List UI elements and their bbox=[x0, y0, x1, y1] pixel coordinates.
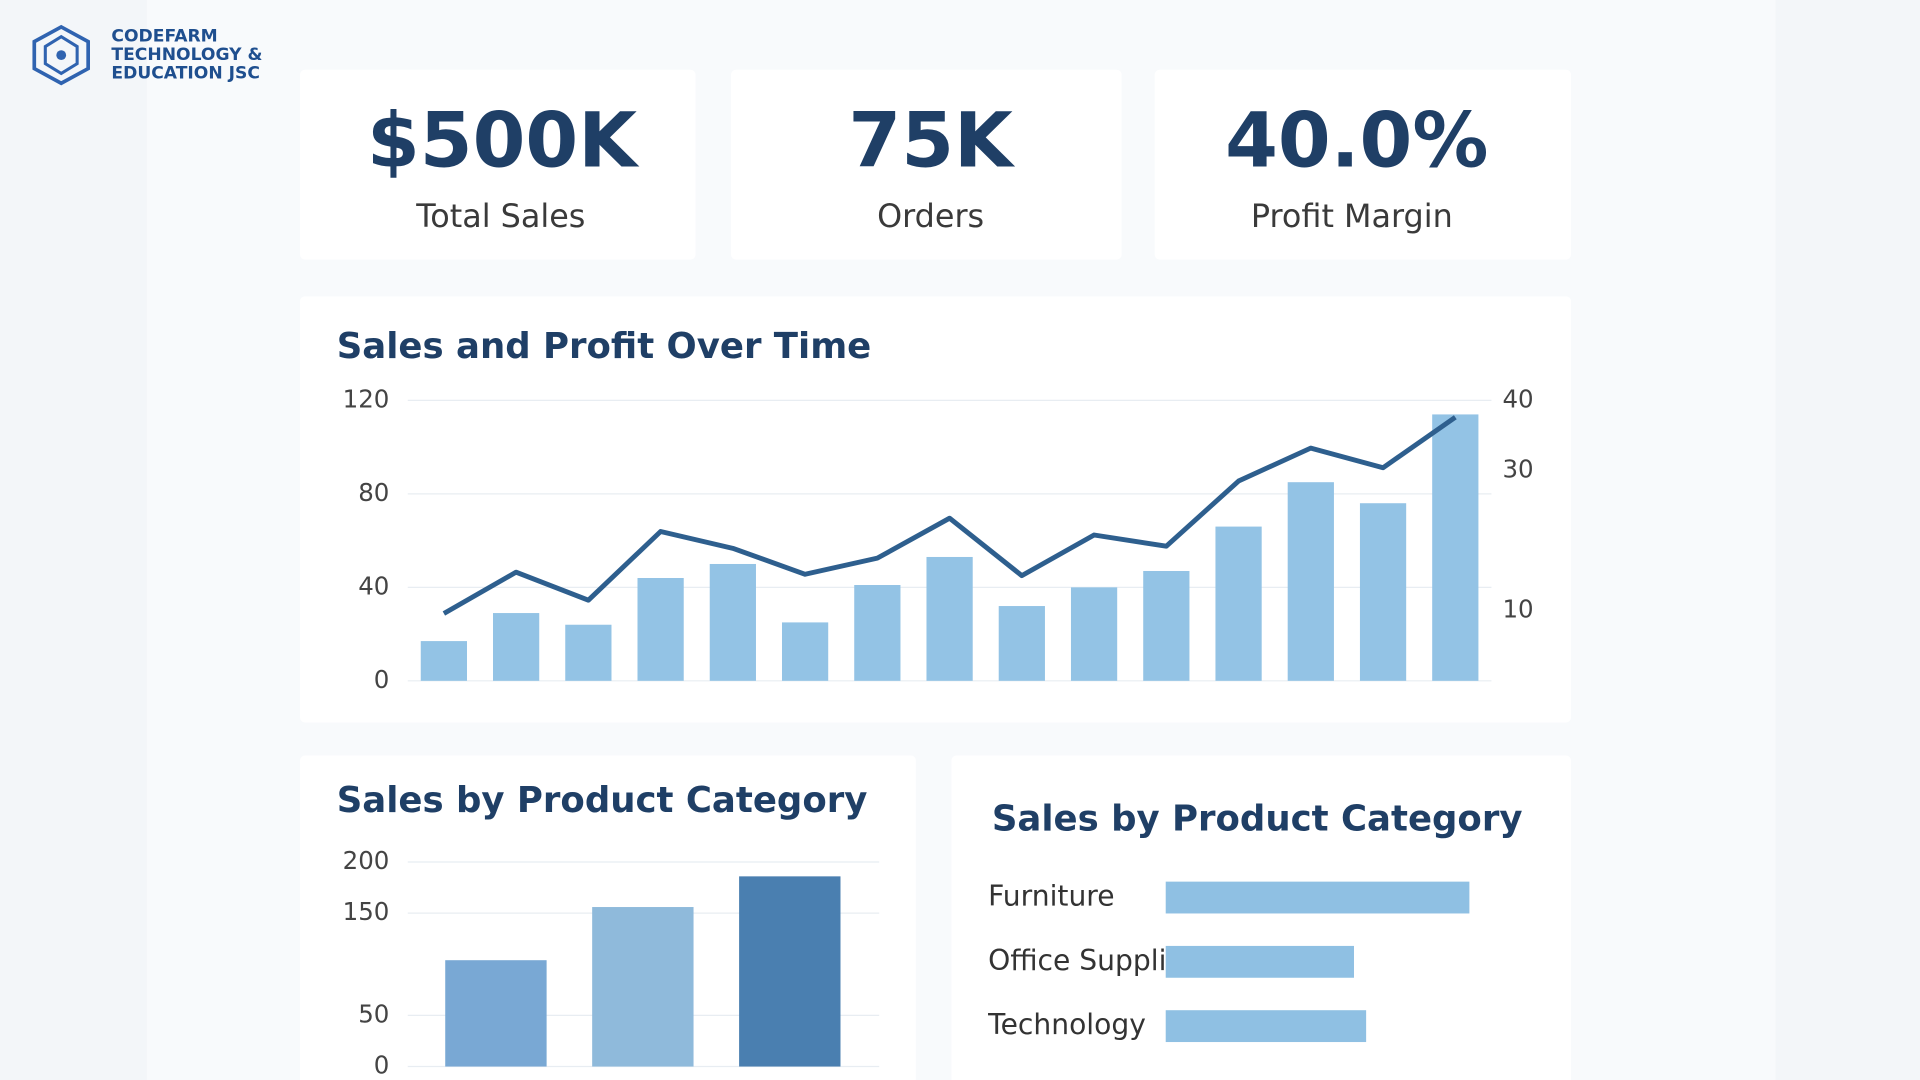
logo-text: EDUCATION JSC bbox=[111, 63, 260, 83]
y-tick-label: 80 bbox=[358, 478, 389, 507]
y-tick-label: 0 bbox=[374, 1051, 390, 1080]
line bbox=[442, 415, 1457, 616]
y-tick-label: 120 bbox=[343, 384, 390, 413]
bar bbox=[1143, 570, 1190, 681]
bar bbox=[739, 876, 841, 1067]
bar bbox=[1165, 881, 1470, 914]
logo-hex-inner bbox=[43, 34, 79, 76]
chart-title: Sales by Product Category bbox=[992, 798, 1523, 839]
y-tick-label: 40 bbox=[1502, 384, 1533, 413]
bar bbox=[1287, 482, 1334, 681]
logo-dot bbox=[56, 50, 67, 60]
bar bbox=[998, 606, 1045, 681]
bar bbox=[565, 624, 612, 681]
kpi-value: 75K bbox=[848, 97, 1016, 185]
bar bbox=[1215, 526, 1262, 681]
y-tick-label: 10 bbox=[1502, 595, 1533, 624]
y-tick-label: 40 bbox=[358, 571, 389, 600]
logo: CODEFARM TECHNOLOGY & EDUCATION JSC bbox=[32, 24, 262, 86]
chart-title: Sales and Profit Over Time bbox=[337, 326, 872, 367]
y-tick-label: 50 bbox=[358, 999, 389, 1028]
kpi-label: Profit Margin bbox=[1251, 197, 1453, 235]
bar bbox=[592, 907, 694, 1067]
bar bbox=[926, 556, 973, 681]
category-label: Furniture bbox=[988, 880, 1114, 913]
bar bbox=[637, 578, 684, 681]
kpi-card bbox=[731, 69, 1122, 260]
y-tick-label: 0 bbox=[374, 665, 390, 694]
kpi-value: $500K bbox=[367, 97, 640, 185]
logo-text: TECHNOLOGY & bbox=[111, 45, 262, 65]
chart-card bbox=[951, 755, 1572, 1080]
bar bbox=[1070, 587, 1118, 681]
y-tick-label: 200 bbox=[343, 846, 390, 875]
kpi-card bbox=[300, 69, 696, 260]
bar bbox=[709, 563, 756, 681]
logo-hex bbox=[32, 24, 90, 86]
bar bbox=[420, 641, 467, 681]
bar bbox=[493, 613, 540, 681]
bar bbox=[1165, 1010, 1367, 1043]
kpi-label: Orders bbox=[877, 197, 984, 235]
category-label: Technology bbox=[987, 1008, 1146, 1041]
bar bbox=[1359, 503, 1407, 681]
kpi-card bbox=[1154, 69, 1572, 260]
kpi-value: 40.0% bbox=[1225, 97, 1488, 185]
bar bbox=[781, 622, 829, 681]
chart-title: Sales by Product Category bbox=[337, 780, 868, 821]
bar bbox=[1432, 414, 1479, 681]
y-tick-label: 30 bbox=[1502, 455, 1533, 484]
logo-text: CODEFARM bbox=[111, 27, 217, 47]
bar bbox=[445, 960, 547, 1067]
bar bbox=[1165, 945, 1354, 978]
bar bbox=[854, 585, 901, 681]
category-label: Office Supplies bbox=[988, 944, 1198, 977]
kpi-label: Total Sales bbox=[415, 197, 585, 235]
y-tick-label: 150 bbox=[343, 897, 390, 926]
